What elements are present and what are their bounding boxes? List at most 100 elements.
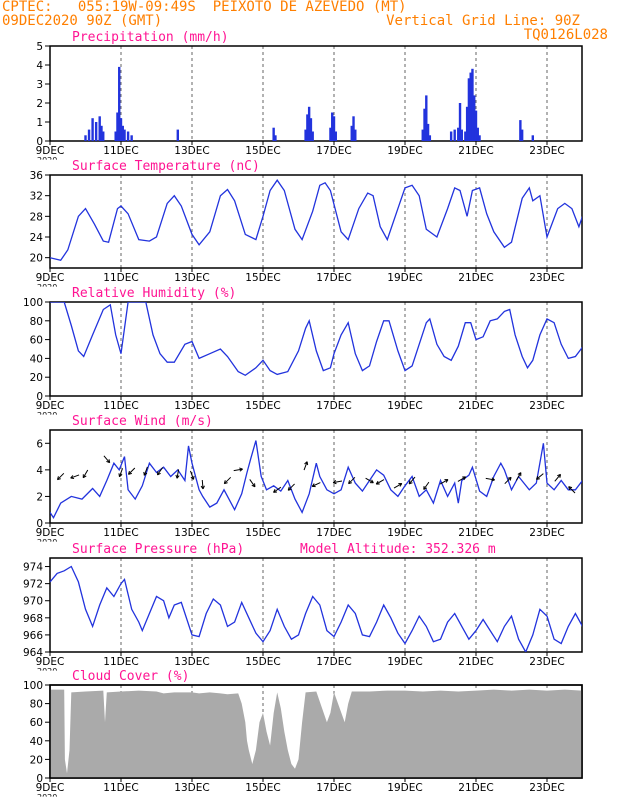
- y-tick-label: 974: [23, 562, 43, 574]
- x-tick-label: 15DEC: [245, 272, 280, 284]
- x-year-label: 2020: [37, 156, 57, 165]
- precip-bar: [118, 66, 121, 141]
- wind-arrow: [82, 469, 89, 479]
- wind-arrow: [348, 476, 356, 485]
- y-tick-label: 60: [30, 717, 43, 729]
- cloud-cover-area: [50, 689, 582, 778]
- x-tick-label: 15DEC: [245, 527, 280, 539]
- wind-arrow: [118, 468, 124, 478]
- wind-arrow: [607, 482, 615, 487]
- wind-arrow: [127, 467, 136, 475]
- wind-arrow: [457, 476, 467, 482]
- y-tick-label: 60: [30, 335, 43, 347]
- wind-arrow: [594, 486, 599, 493]
- precip-bar: [306, 114, 309, 141]
- wind-arrow: [273, 486, 282, 493]
- wind-arrow: [223, 476, 232, 485]
- temp-frame: [49, 174, 583, 269]
- precip-bar: [94, 122, 98, 141]
- x-year-label: 2020: [37, 283, 57, 292]
- wind-arrow: [311, 482, 321, 488]
- x-tick-label: 9DEC: [36, 272, 65, 284]
- wind-arrow: [393, 483, 403, 489]
- x-tick-label: 13DEC: [174, 527, 209, 539]
- y-tick-label: 970: [23, 596, 43, 608]
- wind-panel: Surface Wind (m/s) 0 2 4 6 9DEC 11DEC 13DEC 15DE…: [36, 414, 615, 547]
- x-tick-label: 15DEC: [245, 400, 280, 412]
- x-tick-label: 13DEC: [174, 782, 209, 794]
- precip-bar: [102, 131, 105, 141]
- wind-arrow: [56, 472, 65, 481]
- precip-bar: [474, 110, 478, 141]
- precip-frame: [49, 45, 583, 142]
- x-tick-label: 13DEC: [174, 400, 209, 412]
- precip-bar: [307, 106, 311, 141]
- x-year-label: 2020: [37, 793, 57, 800]
- wind-arrow: [568, 486, 576, 494]
- precip-bar: [274, 135, 277, 141]
- wind-arrow: [103, 455, 111, 464]
- x-tick-label: 21DEC: [458, 145, 493, 157]
- precip-bar: [458, 103, 462, 141]
- y-tick-label: 966: [23, 630, 43, 642]
- precip-bar: [449, 131, 453, 141]
- y-tick-label: 24: [30, 232, 44, 244]
- wind-arrow: [233, 467, 243, 472]
- precip-bar: [457, 127, 460, 141]
- x-tick-label: 19DEC: [387, 272, 422, 284]
- y-tick-label: 28: [30, 211, 43, 223]
- press-frame: [49, 557, 583, 653]
- x-tick-label: 15DEC: [245, 782, 280, 794]
- precip-bar: [121, 125, 124, 141]
- wind-arrow: [535, 473, 544, 480]
- rh-panel: Relative Humidity (%) 0 20 40 60 80 100 9DEC 11D…: [23, 286, 583, 420]
- wind-arrow: [581, 483, 582, 485]
- precip-bar: [126, 131, 130, 141]
- precip-bar: [114, 131, 117, 141]
- x-tick-label: 19DEC: [387, 145, 422, 157]
- x-tick-label: 19DEC: [387, 400, 422, 412]
- x-tick-label: 23DEC: [529, 656, 564, 668]
- cloud-title: Cloud Cover (%): [72, 669, 189, 684]
- precip-bar: [272, 127, 275, 141]
- precip-bar: [531, 135, 534, 141]
- x-tick-label: 11DEC: [103, 656, 138, 668]
- precip-bar: [334, 131, 337, 141]
- precip-bar: [311, 131, 314, 141]
- y-tick-label: 964: [23, 647, 43, 659]
- x-tick-label: 17DEC: [316, 400, 351, 412]
- wind-frame: [49, 429, 583, 524]
- x-year-label: 2020: [37, 411, 57, 420]
- y-tick-label: 100: [23, 680, 43, 692]
- precip-bar: [354, 129, 357, 141]
- cloud-panel: Cloud Cover (%) 0 20 40 60 80 100 9DEC 11DEC 13DE…: [23, 669, 583, 800]
- wind-arrow: [70, 474, 80, 480]
- wind-arrow: [156, 467, 164, 476]
- y-tick-label: 80: [30, 316, 43, 328]
- y-tick-label: 40: [30, 353, 43, 365]
- x-tick-label: 9DEC: [36, 656, 65, 668]
- wind-arrow: [332, 480, 343, 485]
- precip-bar: [87, 129, 91, 141]
- precip-bar: [176, 129, 179, 141]
- precip-bar: [98, 116, 101, 141]
- press-series-line: [50, 565, 582, 652]
- x-tick-label: 9DEC: [36, 145, 65, 157]
- wind-arrow: [189, 470, 195, 480]
- wind-arrow: [143, 466, 148, 476]
- precip-bar: [352, 116, 355, 141]
- precip-bar: [476, 127, 479, 141]
- x-tick-label: 13DEC: [174, 272, 209, 284]
- x-tick-label: 17DEC: [316, 656, 351, 668]
- y-tick-label: 40: [30, 736, 43, 748]
- y-tick-label: 32: [30, 191, 43, 203]
- wind-arrow: [504, 476, 512, 485]
- y-tick-label: 972: [23, 579, 43, 591]
- header-model-code: TQ0126L028: [523, 27, 608, 43]
- wind-arrow: [303, 461, 309, 471]
- press-panel: Surface Pressure (hPa) Model Altitude: 35…: [23, 542, 583, 676]
- temp-title: Surface Temperature (nC): [72, 159, 260, 174]
- x-year-label: 2020: [37, 538, 57, 547]
- precip-bar: [478, 135, 481, 141]
